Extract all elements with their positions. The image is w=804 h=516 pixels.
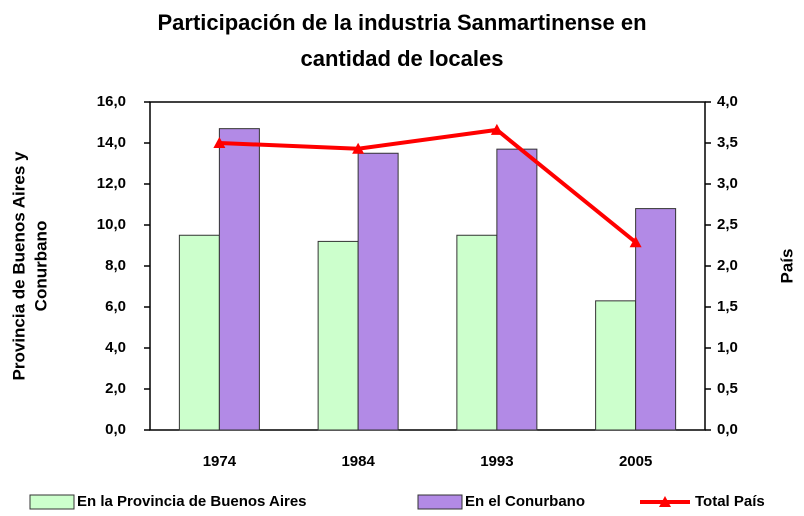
y2-tick-label: 3,5 (717, 134, 738, 151)
marker (490, 123, 503, 135)
x-tick-label: 1984 (341, 453, 375, 470)
legend-label: En el Conurbano (465, 493, 585, 510)
bar (178, 234, 220, 431)
marker (629, 236, 642, 248)
y-tick-label: 10,0 (97, 216, 126, 233)
marker (213, 137, 226, 148)
chart-title: Participación de la industria Sanmartine… (157, 10, 646, 35)
y-tick-label: 0,0 (105, 421, 126, 438)
y-tick-label: 16,0 (97, 93, 126, 110)
y-tick-label: 12,0 (97, 175, 126, 192)
y2-tick-label: 4,0 (717, 93, 738, 110)
y-tick-label: 14,0 (97, 134, 126, 151)
y2-tick-label: 0,0 (717, 421, 738, 438)
bar (635, 208, 677, 431)
x-tick-label: 1974 (203, 453, 237, 470)
legend-marker (659, 496, 671, 507)
bar (595, 300, 637, 431)
line (219, 127, 637, 244)
marker (352, 142, 365, 154)
legend-swatch (29, 494, 75, 510)
bar (317, 240, 359, 431)
legend-swatch (417, 494, 463, 510)
y-tick-label: 4,0 (105, 339, 126, 356)
y2-tick-label: 3,0 (717, 175, 738, 192)
bar (357, 152, 399, 431)
y-tick-label: 6,0 (105, 298, 126, 315)
legend-label: En la Provincia de Buenos Aires (77, 493, 307, 510)
y-axis-title: Conurbano (31, 221, 50, 312)
y-tick-label: 2,0 (105, 380, 126, 397)
y-tick-label: 8,0 (105, 257, 126, 274)
chart-title: cantidad de locales (301, 46, 504, 71)
y-axis-title: Provincia de Buenos Aires y (9, 151, 28, 380)
y2-tick-label: 1,0 (717, 339, 738, 356)
y2-tick-label: 2,0 (717, 257, 738, 274)
legend-label: Total País (695, 493, 765, 510)
y2-tick-label: 2,5 (717, 216, 738, 233)
bar (456, 234, 498, 431)
bar (218, 128, 260, 431)
y2-tick-label: 1,5 (717, 298, 738, 315)
y2-axis-title: País (777, 249, 796, 284)
x-tick-label: 2005 (619, 453, 652, 470)
x-tick-label: 1993 (480, 453, 513, 470)
y2-tick-label: 0,5 (717, 380, 738, 397)
bar (496, 148, 538, 431)
